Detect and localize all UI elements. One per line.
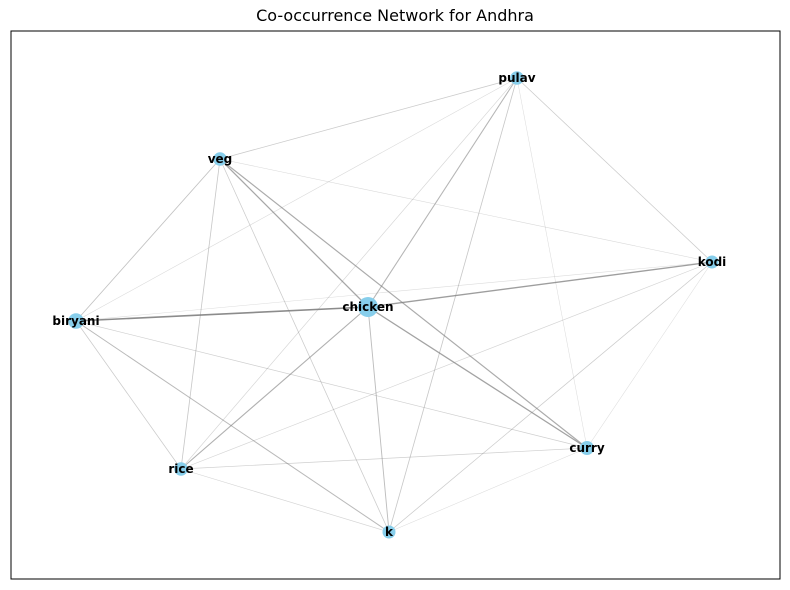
edge-chicken-veg	[219, 158, 369, 308]
edge-biryani-k	[75, 320, 390, 533]
edge-layer	[75, 77, 713, 533]
edge-rice-curry	[180, 447, 588, 470]
node-label-biryani: biryani	[52, 314, 99, 328]
edge-veg-k	[219, 158, 390, 533]
node-label-k: k	[385, 525, 394, 539]
edge-kodi-curry	[586, 261, 713, 449]
edge-biryani-kodi	[75, 261, 713, 322]
diagram-title: Co-occurrence Network for Andhra	[256, 6, 534, 25]
node-label-curry: curry	[569, 441, 604, 455]
edge-chicken-k	[367, 306, 390, 533]
edge-veg-pulav	[219, 77, 518, 160]
node-label-rice: rice	[168, 462, 193, 476]
edge-biryani-pulav	[75, 77, 518, 322]
node-kodi	[705, 255, 719, 269]
edge-veg-rice	[180, 158, 221, 470]
node-k	[382, 525, 396, 539]
edge-veg-kodi	[219, 158, 713, 263]
node-veg	[213, 152, 227, 166]
node-rice	[174, 462, 188, 476]
node-label-veg: veg	[208, 152, 233, 166]
edge-pulav-curry	[516, 77, 588, 449]
plot-frame	[10, 30, 781, 580]
edge-veg-biryani	[75, 158, 221, 322]
label-layer: chicken biryani veg pulav kodi curry rice k	[52, 71, 726, 539]
node-label-pulav: pulav	[498, 71, 535, 85]
edge-pulav-rice	[180, 77, 518, 470]
edge-kodi-rice	[180, 261, 713, 470]
edge-curry-k	[388, 447, 588, 533]
edge-biryani-curry	[75, 320, 588, 449]
node-label-chicken: chicken	[342, 300, 393, 314]
edge-veg-curry	[219, 158, 588, 449]
node-pulav	[510, 71, 524, 85]
node-label-kodi: kodi	[698, 255, 727, 269]
node-curry	[580, 441, 594, 455]
edge-pulav-k	[388, 77, 518, 533]
edge-chicken-biryani	[75, 306, 369, 322]
edge-chicken-curry	[367, 306, 588, 449]
edge-rice-k	[180, 468, 390, 533]
edge-pulav-kodi	[516, 77, 713, 263]
edge-kodi-k	[388, 261, 713, 533]
node-biryani	[68, 313, 84, 329]
edge-chicken-kodi	[367, 261, 713, 308]
edge-chicken-rice	[180, 306, 369, 470]
edge-biryani-rice	[75, 320, 182, 470]
node-layer	[68, 71, 719, 539]
node-chicken	[358, 297, 378, 317]
edge-chicken-pulav	[367, 77, 518, 308]
